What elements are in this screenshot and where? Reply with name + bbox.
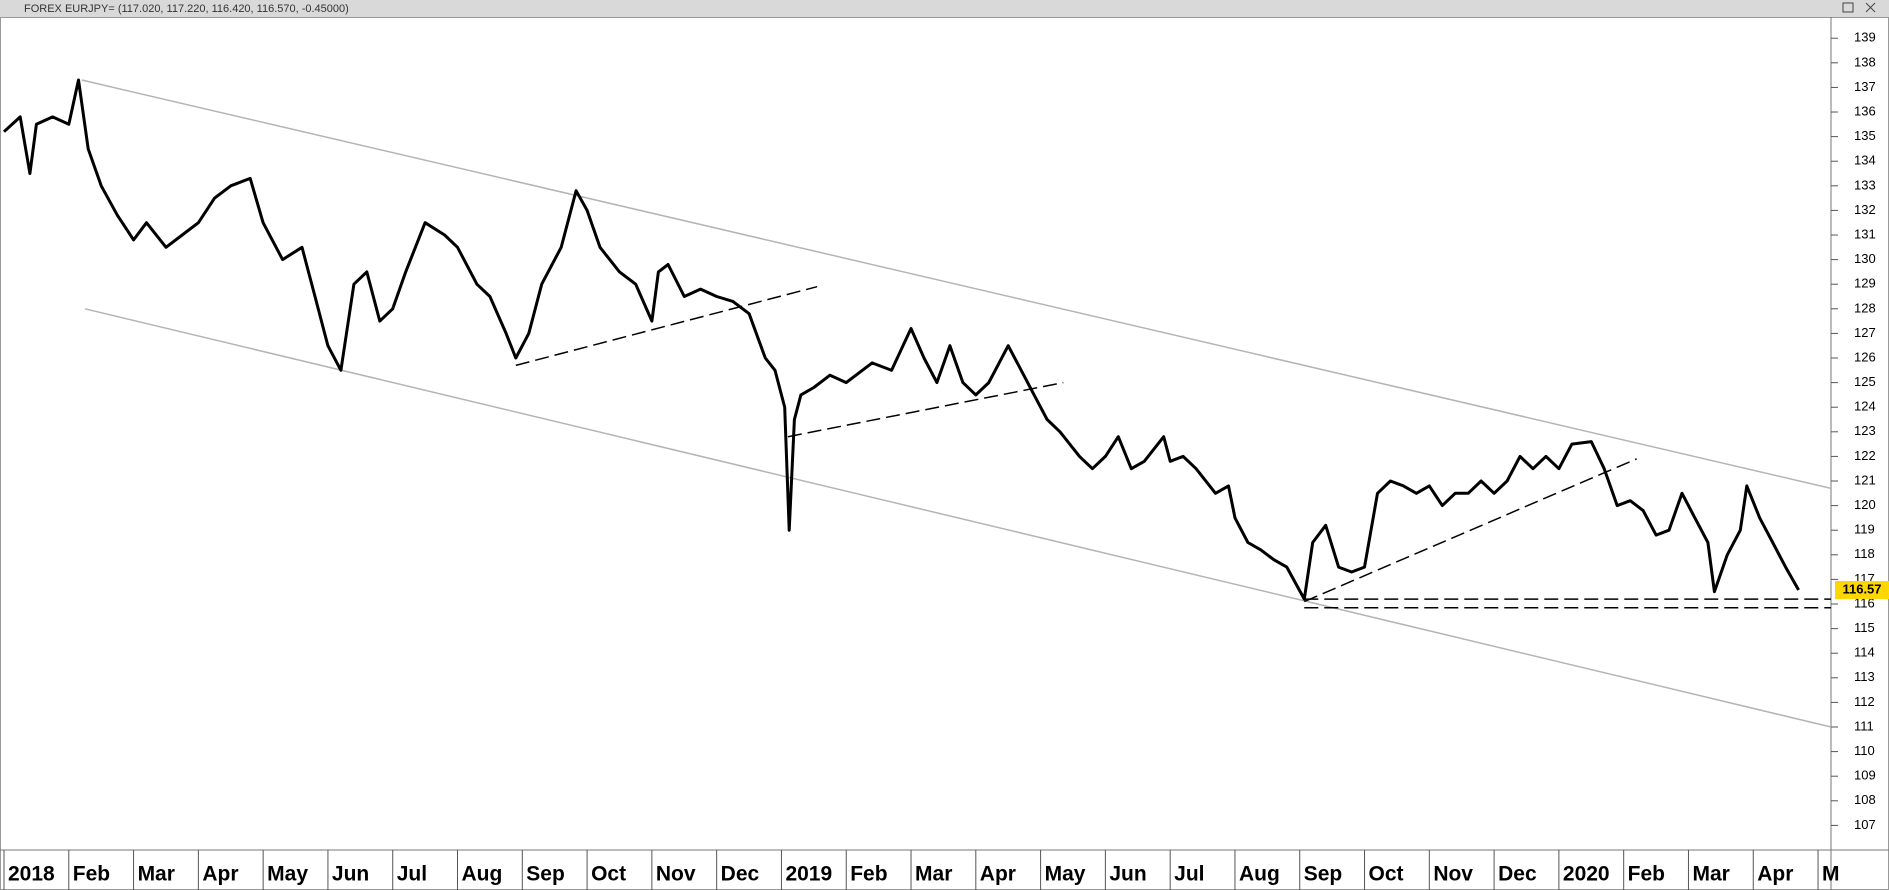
y-tick-label: 126 (1854, 349, 1876, 364)
x-tick-label: 2020 (1563, 863, 1610, 886)
y-tick-label: 127 (1854, 325, 1876, 340)
x-tick-label: Apr (980, 863, 1016, 886)
y-tick-label: 125 (1854, 374, 1876, 389)
last-value-box (1835, 580, 1889, 599)
x-tick-label: Mar (1692, 863, 1729, 886)
y-tick-label: 137 (1854, 79, 1876, 94)
y-tick-label: 135 (1854, 128, 1876, 143)
x-tick-label: Jul (397, 863, 427, 886)
close-button[interactable] (1865, 2, 1876, 13)
y-tick-label: 130 (1854, 251, 1876, 266)
x-tick-label: 2018 (8, 863, 55, 886)
trend-line (787, 381, 1064, 438)
x-tick-label: Dec (721, 863, 760, 886)
trend-line (1303, 458, 1637, 603)
x-tick-label: Feb (850, 863, 887, 886)
x-tick-label: Oct (1369, 863, 1404, 886)
y-tick-label: 129 (1854, 276, 1876, 291)
x-tick-label: Apr (1757, 863, 1793, 886)
y-tick-label: 138 (1854, 54, 1876, 69)
x-tick-label: Dec (1498, 863, 1537, 886)
y-tick-label: 116 (1854, 595, 1875, 610)
y-tick-label: 132 (1854, 202, 1876, 217)
trend-line (84, 308, 1832, 728)
y-tick-label: 112 (1854, 694, 1875, 709)
x-tick-label: Feb (1628, 863, 1665, 886)
x-tick-label: Jun (1109, 863, 1146, 886)
x-tick-label: Mar (138, 863, 175, 886)
y-tick-label: 131 (1854, 226, 1876, 241)
y-tick-label: 118 (1854, 546, 1875, 561)
x-tick-label: May (267, 863, 308, 886)
x-tick-label: Apr (202, 863, 238, 886)
trend-line (81, 79, 1832, 490)
price-line (2, 78, 1800, 601)
x-tick-label: Jul (1174, 863, 1204, 886)
x-tick-label: Jun (332, 863, 369, 886)
x-tick-label: 2019 (785, 863, 832, 886)
x-tick-label: Mar (915, 863, 952, 886)
y-tick-label: 134 (1854, 153, 1876, 168)
y-tick-label: 108 (1854, 792, 1876, 807)
x-tick-label: Nov (656, 863, 696, 886)
y-tick-label: 121 (1854, 472, 1876, 487)
y-tick-label: 139 (1854, 30, 1876, 45)
y-tick-label: 111 (1854, 718, 1874, 733)
x-tick-label: Aug (1239, 863, 1280, 886)
y-tick-label: 133 (1854, 177, 1876, 192)
y-tick-label: 123 (1854, 423, 1876, 438)
y-tick-label: 122 (1854, 448, 1876, 463)
y-tick-label: 110 (1854, 743, 1875, 758)
y-tick-label: 119 (1854, 522, 1875, 537)
y-tick-label: 107 (1854, 817, 1876, 832)
x-tick-label: Sep (1304, 863, 1343, 886)
x-tick-label: M (1822, 863, 1840, 886)
trend-line (515, 285, 818, 367)
y-tick-label: 136 (1854, 103, 1876, 118)
y-tick-label: 124 (1854, 399, 1876, 414)
y-tick-label: 113 (1854, 669, 1875, 684)
y-tick-label: 114 (1854, 645, 1875, 660)
x-tick-label: Nov (1433, 863, 1473, 886)
restore-button[interactable] (1842, 2, 1854, 13)
y-tick-label: 115 (1854, 620, 1875, 635)
x-tick-label: Oct (591, 863, 626, 886)
x-tick-label: Sep (526, 863, 565, 886)
y-tick-label: 120 (1854, 497, 1876, 512)
x-tick-label: May (1045, 863, 1086, 886)
y-tick-label: 128 (1854, 300, 1876, 315)
header-bar (0, 0, 1889, 17)
x-tick-label: Feb (73, 863, 110, 886)
x-tick-label: Aug (462, 863, 503, 886)
chart-title: FOREX EURJPY= (117.020, 117.220, 116.420… (24, 3, 349, 15)
y-tick-label: 109 (1854, 768, 1876, 783)
last-value-label: 116.57 (1842, 581, 1881, 596)
